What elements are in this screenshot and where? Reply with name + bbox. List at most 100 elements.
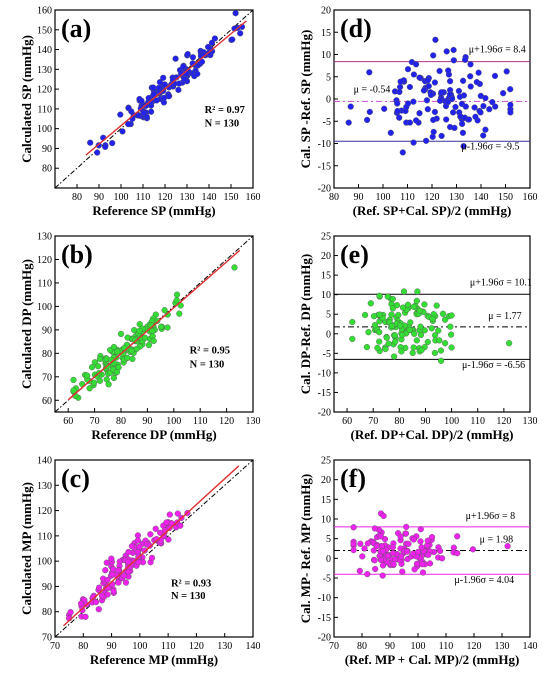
chart-e-ytick-label: -20	[318, 408, 331, 419]
chart-e-ytick-label: -5	[323, 349, 331, 360]
chart-e-point	[436, 337, 443, 344]
chart-d-point	[456, 93, 464, 100]
chart-a-xtick-label: 80	[72, 192, 82, 203]
chart-f-xtick-label: 90	[385, 641, 395, 652]
chart-d-xtick-label: 160	[523, 192, 538, 203]
chart-c-point	[134, 537, 142, 544]
chart-c-point	[135, 559, 142, 566]
chart-e-point	[448, 312, 455, 319]
chart-c-point	[163, 519, 170, 526]
chart-a-ytick-label: 110	[37, 104, 52, 115]
chart-b-ytick-label: 80	[42, 349, 52, 360]
chart-e-point	[506, 340, 513, 347]
chart-b-xlabel: Reference DP (mmHg)	[91, 427, 216, 442]
chart-e-point	[437, 347, 445, 354]
chart-d-point	[471, 104, 478, 111]
chart-d-xtick-label: 110	[400, 192, 415, 203]
chart-b-point	[136, 321, 143, 328]
chart-d-xtick-label: 130	[449, 192, 464, 203]
chart-d-point	[397, 78, 404, 85]
chart-f-point	[379, 548, 387, 555]
chart-c-point	[82, 613, 89, 620]
chart-a-point	[181, 76, 188, 83]
chart-c-point	[110, 588, 117, 595]
chart-a-point	[156, 79, 164, 86]
chart-e-xtick-label: 80	[394, 416, 404, 427]
chart-a-xtick-label: 160	[246, 192, 261, 203]
chart-d-point	[424, 77, 431, 84]
chart-d-point	[381, 105, 388, 112]
chart-d-ytick-label: -5	[323, 117, 331, 128]
chart-d-point	[410, 98, 417, 105]
chart-c-ytick-label: 100	[37, 557, 52, 568]
chart-d-point	[460, 143, 467, 150]
chart-c-point	[95, 584, 103, 591]
chart-d-point	[432, 36, 439, 43]
chart-a-point	[140, 109, 147, 117]
chart-a-annotation: R² = 0.97	[205, 105, 245, 116]
chart-d-xtick-label: 150	[498, 192, 513, 203]
chart-a-ytick-label: 160	[37, 6, 52, 17]
chart-e-annotation: μ-1.96σ = -6.56	[462, 360, 525, 371]
chart-e-ytick-label: 0	[326, 329, 331, 340]
chart-b-point	[173, 291, 181, 298]
chart-d-annotation: μ-1.96σ = -9.5	[461, 141, 519, 152]
chart-b-ytick-label: 60	[42, 396, 52, 407]
chart-b-xtick-label: 90	[142, 416, 152, 427]
chart-d-point	[467, 83, 474, 90]
chart-c-ytick-label: 90	[42, 582, 52, 593]
chart-d-point	[406, 83, 414, 91]
chart-d-point	[444, 98, 452, 106]
chart-d-point	[449, 95, 456, 103]
chart-f-panel-label: (f)	[340, 464, 366, 493]
chart-e-xtick-label: 100	[444, 416, 459, 427]
chart-f-point	[359, 553, 366, 560]
chart-e-xtick-label: 120	[496, 416, 511, 427]
chart-d-point	[480, 132, 487, 139]
chart-b-point	[128, 347, 135, 354]
chart-c-point	[152, 525, 159, 532]
chart-e-point	[399, 331, 406, 339]
chart-e-point	[363, 344, 371, 351]
chart-d-point	[507, 101, 514, 108]
chart-d-point	[452, 103, 459, 111]
chart-e-point	[393, 302, 401, 309]
chart-b-point	[176, 310, 183, 317]
chart-c-point	[177, 522, 184, 529]
chart-f-point	[380, 512, 387, 520]
chart-a-xtick-label: 120	[158, 192, 173, 203]
chart-b-annotation: R² = 0.95	[190, 345, 230, 356]
chart-b-ytick-label: 110	[37, 278, 52, 289]
chart-e-point	[349, 335, 356, 343]
chart-f-point	[371, 525, 379, 532]
chart-e-xtick-label: 70	[368, 416, 378, 427]
chart-f-point	[377, 556, 385, 564]
chart-b-fit-line	[67, 249, 241, 401]
chart-f-annotation: μ+1.96σ = 8	[466, 511, 516, 522]
chart-c-ytick-label: 70	[42, 633, 52, 644]
chart-f-point	[405, 540, 412, 547]
chart-c-ytick-label: 130	[37, 481, 52, 492]
chart-d-ytick-label: -15	[318, 161, 331, 172]
chart-e-panel-label: (e)	[340, 240, 369, 269]
chart-d-point	[404, 66, 412, 73]
chart-c-annotation: N = 130	[171, 591, 206, 602]
chart-d-point	[459, 120, 466, 128]
chart-d-point	[438, 89, 445, 96]
chart-e-point	[398, 348, 405, 355]
chart-f-point	[454, 550, 461, 557]
chart-c-point	[125, 558, 132, 566]
chart-f-point	[357, 540, 364, 547]
chart-c-point	[77, 600, 85, 607]
chart-e-point	[376, 311, 383, 318]
chart-a-point	[148, 108, 155, 115]
chart-c-xlabel: Reference MP (mmHg)	[90, 652, 218, 667]
chart-c-point	[122, 579, 130, 586]
chart-c-ytick-label: 120	[37, 506, 52, 517]
chart-a-ytick-label: 140	[37, 45, 52, 56]
chart-d-point	[416, 74, 423, 81]
chart-d-point	[396, 114, 403, 121]
chart-f-point	[403, 523, 410, 531]
chart-c-xtick-label: 80	[78, 641, 88, 652]
chart-c-xtick-label: 90	[107, 641, 117, 652]
